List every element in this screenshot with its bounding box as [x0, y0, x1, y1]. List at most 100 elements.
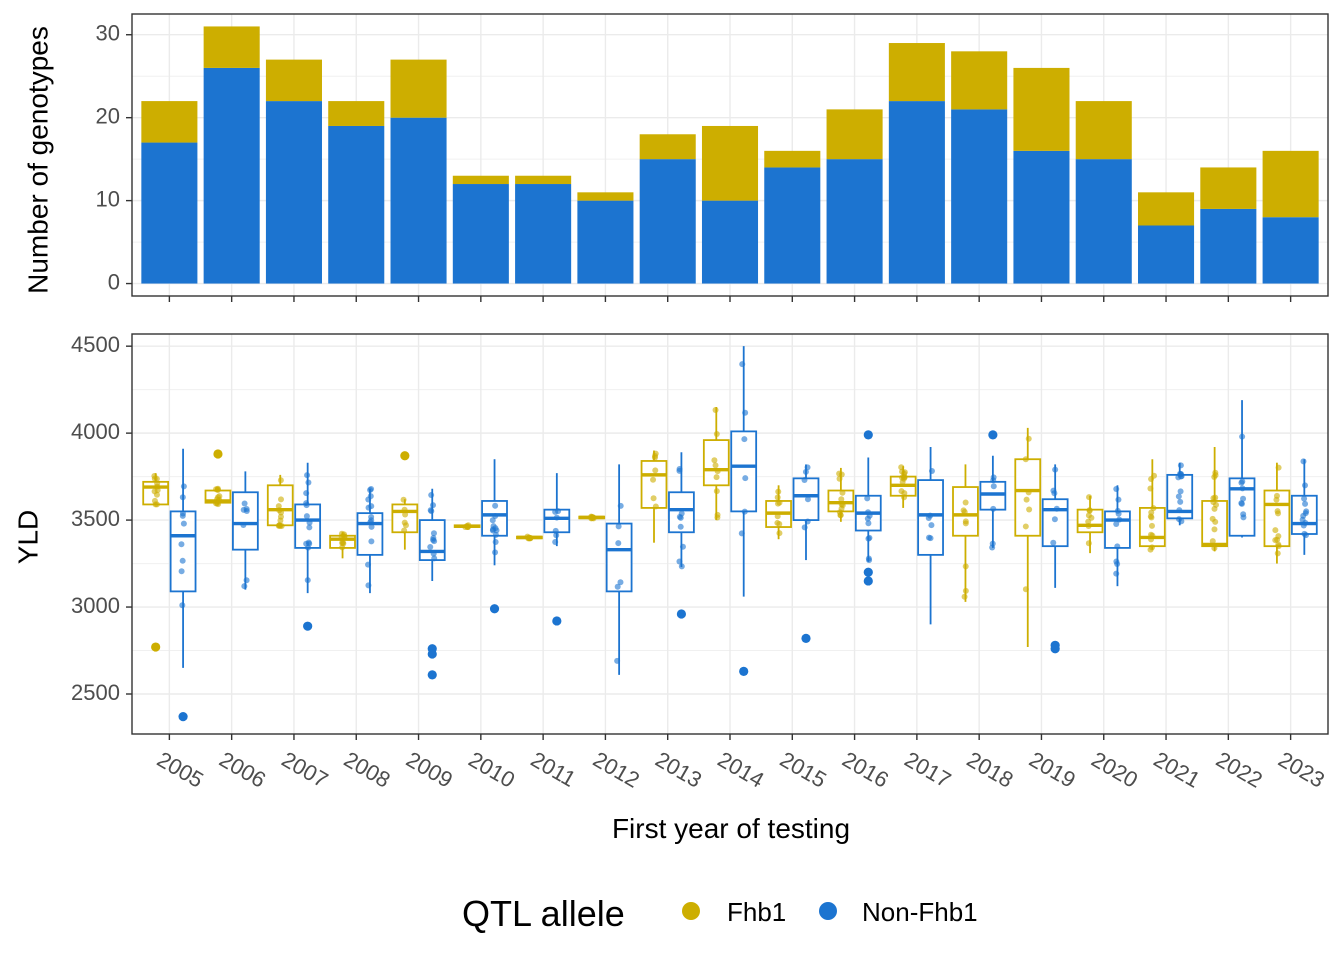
- outlier-nonfhb1-2016: [863, 576, 873, 586]
- point-nonfhb1-2009: [429, 502, 436, 509]
- point-nonfhb1-2020: [1113, 486, 1120, 493]
- outlier-nonfhb1-2005: [178, 712, 188, 722]
- point-fhb1-2015: [774, 494, 781, 501]
- point-fhb1-2023: [1272, 537, 1279, 544]
- bar-nonfhb1-2008: [328, 125, 385, 284]
- point-nonfhb1-2014: [742, 475, 749, 482]
- point-nonfhb1-2021: [1177, 462, 1184, 469]
- point-fhb1-2014: [713, 488, 720, 495]
- point-fhb1-2016: [838, 501, 845, 508]
- point-nonfhb1-2010: [489, 526, 496, 533]
- legend-key-nonfhb1: [819, 902, 837, 920]
- bar-fhb1-2012: [577, 192, 634, 201]
- point-nonfhb1-2015: [801, 524, 808, 531]
- legend-label-fhb1: Fhb1: [727, 897, 786, 927]
- point-fhb1-2023: [1274, 550, 1281, 557]
- point-fhb1-2022: [1209, 515, 1216, 522]
- point-nonfhb1-2005: [178, 541, 185, 548]
- point-fhb1-2008: [338, 533, 345, 540]
- bar-fhb1-2023: [1262, 150, 1319, 218]
- outlier-nonfhb1-2014: [739, 666, 749, 676]
- legend-key-fhb1: [682, 902, 700, 920]
- point-nonfhb1-2007: [303, 490, 310, 497]
- bar-nonfhb1-2022: [1200, 208, 1257, 284]
- box-plot-y-tick-label: 3500: [71, 506, 120, 531]
- outlier-nonfhb1-2016: [863, 430, 873, 440]
- bar-fhb1-2005: [141, 101, 198, 143]
- point-nonfhb1-2016: [866, 512, 873, 519]
- point-nonfhb1-2009: [430, 536, 437, 543]
- point-nonfhb1-2009: [427, 544, 434, 551]
- point-nonfhb1-2012: [615, 523, 622, 530]
- bar-nonfhb1-2019: [1013, 150, 1070, 284]
- point-nonfhb1-2010: [492, 502, 499, 509]
- point-nonfhb1-2008: [365, 561, 372, 568]
- point-nonfhb1-2020: [1113, 521, 1120, 528]
- legend-title: QTL allele: [462, 893, 625, 934]
- point-fhb1-2020: [1086, 507, 1093, 514]
- point-fhb1-2006: [215, 494, 222, 501]
- point-nonfhb1-2021: [1177, 498, 1184, 505]
- point-nonfhb1-2006: [243, 505, 250, 512]
- box-plot-y-tick-label: 4000: [71, 419, 120, 444]
- point-fhb1-2020: [1086, 494, 1093, 501]
- point-fhb1-2018: [960, 507, 967, 514]
- bar-nonfhb1-2010: [452, 184, 509, 284]
- point-nonfhb1-2023: [1302, 532, 1309, 539]
- point-fhb1-2013: [650, 495, 657, 502]
- bar-nonfhb1-2012: [577, 200, 634, 284]
- point-fhb1-2015: [776, 530, 783, 537]
- bar-nonfhb1-2014: [701, 200, 759, 284]
- point-fhb1-2018: [962, 563, 969, 570]
- point-nonfhb1-2015: [804, 518, 811, 525]
- point-fhb1-2009: [402, 522, 409, 529]
- point-nonfhb1-2017: [927, 512, 934, 519]
- point-fhb1-2007: [276, 522, 283, 529]
- point-fhb1-2014: [713, 474, 720, 481]
- point-fhb1-2005: [151, 497, 158, 504]
- point-fhb1-2018: [962, 518, 969, 525]
- bar-nonfhb1-2021: [1138, 225, 1195, 284]
- point-nonfhb1-2014: [739, 361, 746, 368]
- outlier-nonfhb1-2009: [427, 649, 437, 659]
- bar-fhb1-2022: [1200, 167, 1257, 209]
- point-nonfhb1-2008: [368, 523, 375, 530]
- point-nonfhb1-2021: [1177, 488, 1184, 495]
- bar-nonfhb1-2006: [203, 67, 260, 284]
- box-plot-y-tick-label: 2500: [71, 680, 120, 705]
- point-nonfhb1-2012: [617, 502, 624, 509]
- point-fhb1-2017: [900, 475, 907, 482]
- point-nonfhb1-2018: [990, 474, 997, 481]
- point-fhb1-2005: [154, 480, 161, 487]
- point-nonfhb1-2009: [428, 508, 435, 515]
- bar-nonfhb1-2013: [639, 159, 696, 284]
- point-fhb1-2019: [1022, 456, 1029, 463]
- legend: QTL allele Fhb1 Non-Fhb1: [462, 893, 978, 934]
- point-fhb1-2006: [214, 485, 221, 492]
- point-nonfhb1-2010: [492, 539, 499, 546]
- point-fhb1-2023: [1274, 508, 1281, 515]
- point-nonfhb1-2023: [1300, 458, 1307, 465]
- point-nonfhb1-2014: [741, 508, 748, 515]
- point-nonfhb1-2019: [1053, 505, 1060, 512]
- point-nonfhb1-2005: [179, 494, 186, 501]
- point-fhb1-2019: [1025, 489, 1032, 496]
- point-nonfhb1-2021: [1176, 507, 1183, 514]
- point-nonfhb1-2019: [1052, 466, 1059, 473]
- point-nonfhb1-2008: [367, 486, 374, 493]
- point-fhb1-2021: [1148, 514, 1155, 521]
- point-nonfhb1-2016: [865, 520, 872, 527]
- point-nonfhb1-2021: [1176, 516, 1183, 523]
- point-fhb1-2015: [776, 499, 783, 506]
- point-fhb1-2010: [462, 524, 469, 531]
- point-nonfhb1-2017: [928, 522, 935, 529]
- point-nonfhb1-2012: [615, 540, 622, 547]
- point-nonfhb1-2007: [306, 540, 313, 547]
- point-nonfhb1-2011: [555, 508, 562, 515]
- point-fhb1-2023: [1273, 496, 1280, 503]
- point-nonfhb1-2023: [1302, 519, 1309, 526]
- legend-label-nonfhb1: Non-Fhb1: [862, 897, 978, 927]
- point-fhb1-2014: [712, 462, 719, 469]
- point-nonfhb1-2016: [864, 495, 871, 502]
- point-fhb1-2007: [277, 477, 284, 484]
